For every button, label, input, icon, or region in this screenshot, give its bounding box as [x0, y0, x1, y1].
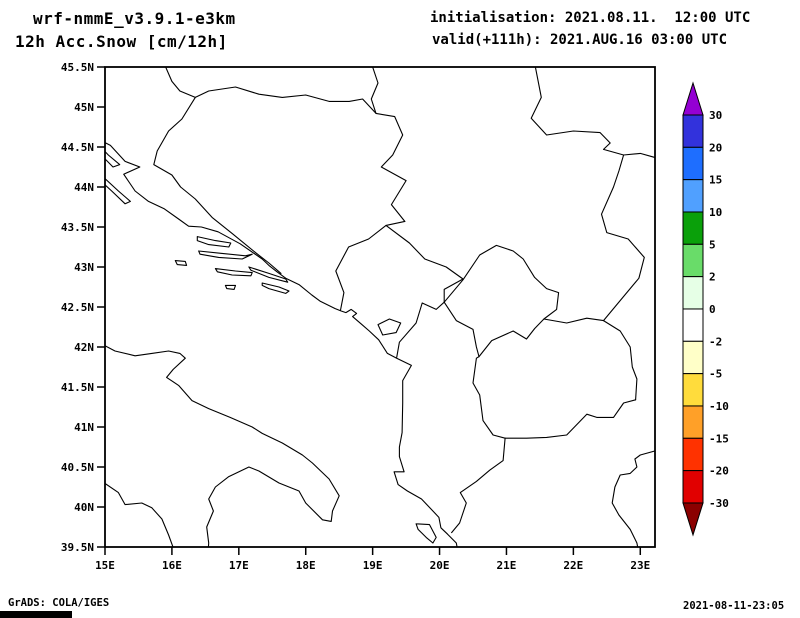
colorbar-segment — [682, 405, 704, 439]
initialisation-time-text: initialisation: 2021.08.11. 12:00 UTC — [430, 10, 751, 26]
colorbar-label: 2 — [709, 271, 716, 284]
peninsula-peljesac — [248, 266, 289, 283]
border-croatia-bosnia-west — [153, 96, 282, 274]
colorbar-label: -15 — [709, 432, 729, 445]
border-serbia-romania — [530, 67, 655, 159]
colorbar-segment — [682, 373, 704, 407]
border-macedonia-bulgaria — [602, 320, 638, 401]
colorbar-segment — [682, 437, 704, 472]
island-lastovo — [224, 284, 237, 290]
colorbar-segment — [682, 179, 704, 213]
island-dugi-otok — [105, 177, 131, 205]
colorbar-segment — [682, 114, 704, 148]
lat-tick-label: 44.5N — [61, 141, 94, 154]
lon-tick-label: 18E — [296, 559, 316, 572]
lake-scutari — [377, 318, 402, 336]
border-croatia-bosnia-north-drina — [165, 67, 407, 222]
map-axes: 45.5N 45N 44.5N 44N 43.5N 43N 42.5N 42N 41.5N 41N… — [61, 61, 656, 572]
border-bosnia-montenegro — [335, 220, 406, 311]
border-serbia-montenegro — [385, 224, 464, 303]
lat-tick-label: 44N — [74, 181, 94, 194]
lat-tick-label: 39.5N — [61, 541, 94, 554]
colorbar-segment — [682, 211, 704, 245]
colorbar-label: 10 — [709, 206, 722, 219]
colorbar-segment — [682, 243, 704, 278]
map-outlines — [105, 67, 655, 547]
lat-tick-label: 42.5N — [61, 301, 94, 314]
colorbar-label: -2 — [709, 335, 722, 348]
map-frame — [104, 66, 656, 548]
colorbar-arrow-top — [682, 81, 704, 116]
valid-time-text: valid(+111h): 2021.AUG.16 03:00 UTC — [432, 32, 728, 48]
grads-credit-text: GrADS: COLA/IGES — [8, 597, 110, 609]
coast-adriatic-east — [105, 141, 458, 547]
colorbar-arrow-bottom — [682, 502, 704, 537]
border-albania-greece — [451, 437, 506, 534]
coast-italy-adriatic — [105, 345, 340, 547]
lat-tick-label: 45.5N — [61, 61, 94, 74]
colorbar-label: 15 — [709, 174, 722, 187]
colorbar-label: -30 — [709, 497, 729, 510]
product-title: 12h Acc.Snow [cm/12h] — [15, 32, 228, 51]
border-albania-macedonia — [472, 356, 506, 439]
border-macedonia-north — [478, 317, 605, 358]
coast-italy-tyrrhenian — [105, 482, 174, 547]
model-title: wrf-nmmE_v3.9.1-e3km — [33, 9, 236, 28]
island-hvar — [198, 250, 253, 260]
island-korcula — [214, 268, 253, 277]
lon-tick-label: 23E — [630, 559, 650, 572]
colorbar-segment — [682, 470, 704, 504]
lon-tick-label: 16E — [162, 559, 182, 572]
colorbar-label: 20 — [709, 141, 722, 154]
island-brac — [196, 236, 232, 248]
colorbar-label: 30 — [709, 109, 722, 122]
border-montenegro-albania — [396, 301, 445, 358]
island-vis — [174, 260, 188, 266]
colorbar-label: -5 — [709, 368, 722, 381]
colorbar-label: -10 — [709, 400, 729, 413]
colorbar-segment — [682, 146, 704, 181]
island-corfu — [415, 523, 437, 544]
island-mljet — [261, 282, 290, 294]
colorbar-segment — [682, 276, 704, 310]
lat-tick-label: 45N — [74, 101, 94, 114]
colorbar-label: -20 — [709, 465, 729, 478]
border-croatia-serbia — [370, 67, 379, 114]
lat-tick-label: 40.5N — [61, 461, 94, 474]
lat-tick-label: 41N — [74, 421, 94, 434]
coast-greece-aegean — [611, 450, 655, 547]
colorbar-segment — [682, 308, 704, 342]
border-serbia-bulgaria — [600, 154, 645, 322]
border-kosovo-albania — [443, 301, 480, 358]
lat-tick-label: 40N — [74, 501, 94, 514]
colorbar-segment — [682, 340, 704, 375]
creation-timestamp: 2021-08-11-23:05 — [683, 600, 785, 612]
lat-tick-label: 43N — [74, 261, 94, 274]
lon-tick-label: 15E — [95, 559, 115, 572]
bottom-black-strip — [0, 611, 72, 618]
lat-tick-label: 43.5N — [61, 221, 94, 234]
colorbar-label: 5 — [709, 238, 716, 251]
island-pag — [105, 150, 121, 168]
lat-tick-label: 41.5N — [61, 381, 94, 394]
lon-tick-label: 17E — [229, 559, 249, 572]
colorbar-label: 0 — [709, 303, 716, 316]
lon-tick-label: 19E — [363, 559, 383, 572]
border-macedonia-greece — [504, 399, 637, 439]
lon-tick-label: 21E — [497, 559, 517, 572]
lon-tick-label: 22E — [563, 559, 583, 572]
lon-tick-label: 20E — [430, 559, 450, 572]
border-kosovo-serbia — [443, 244, 560, 320]
lat-tick-label: 42N — [74, 341, 94, 354]
